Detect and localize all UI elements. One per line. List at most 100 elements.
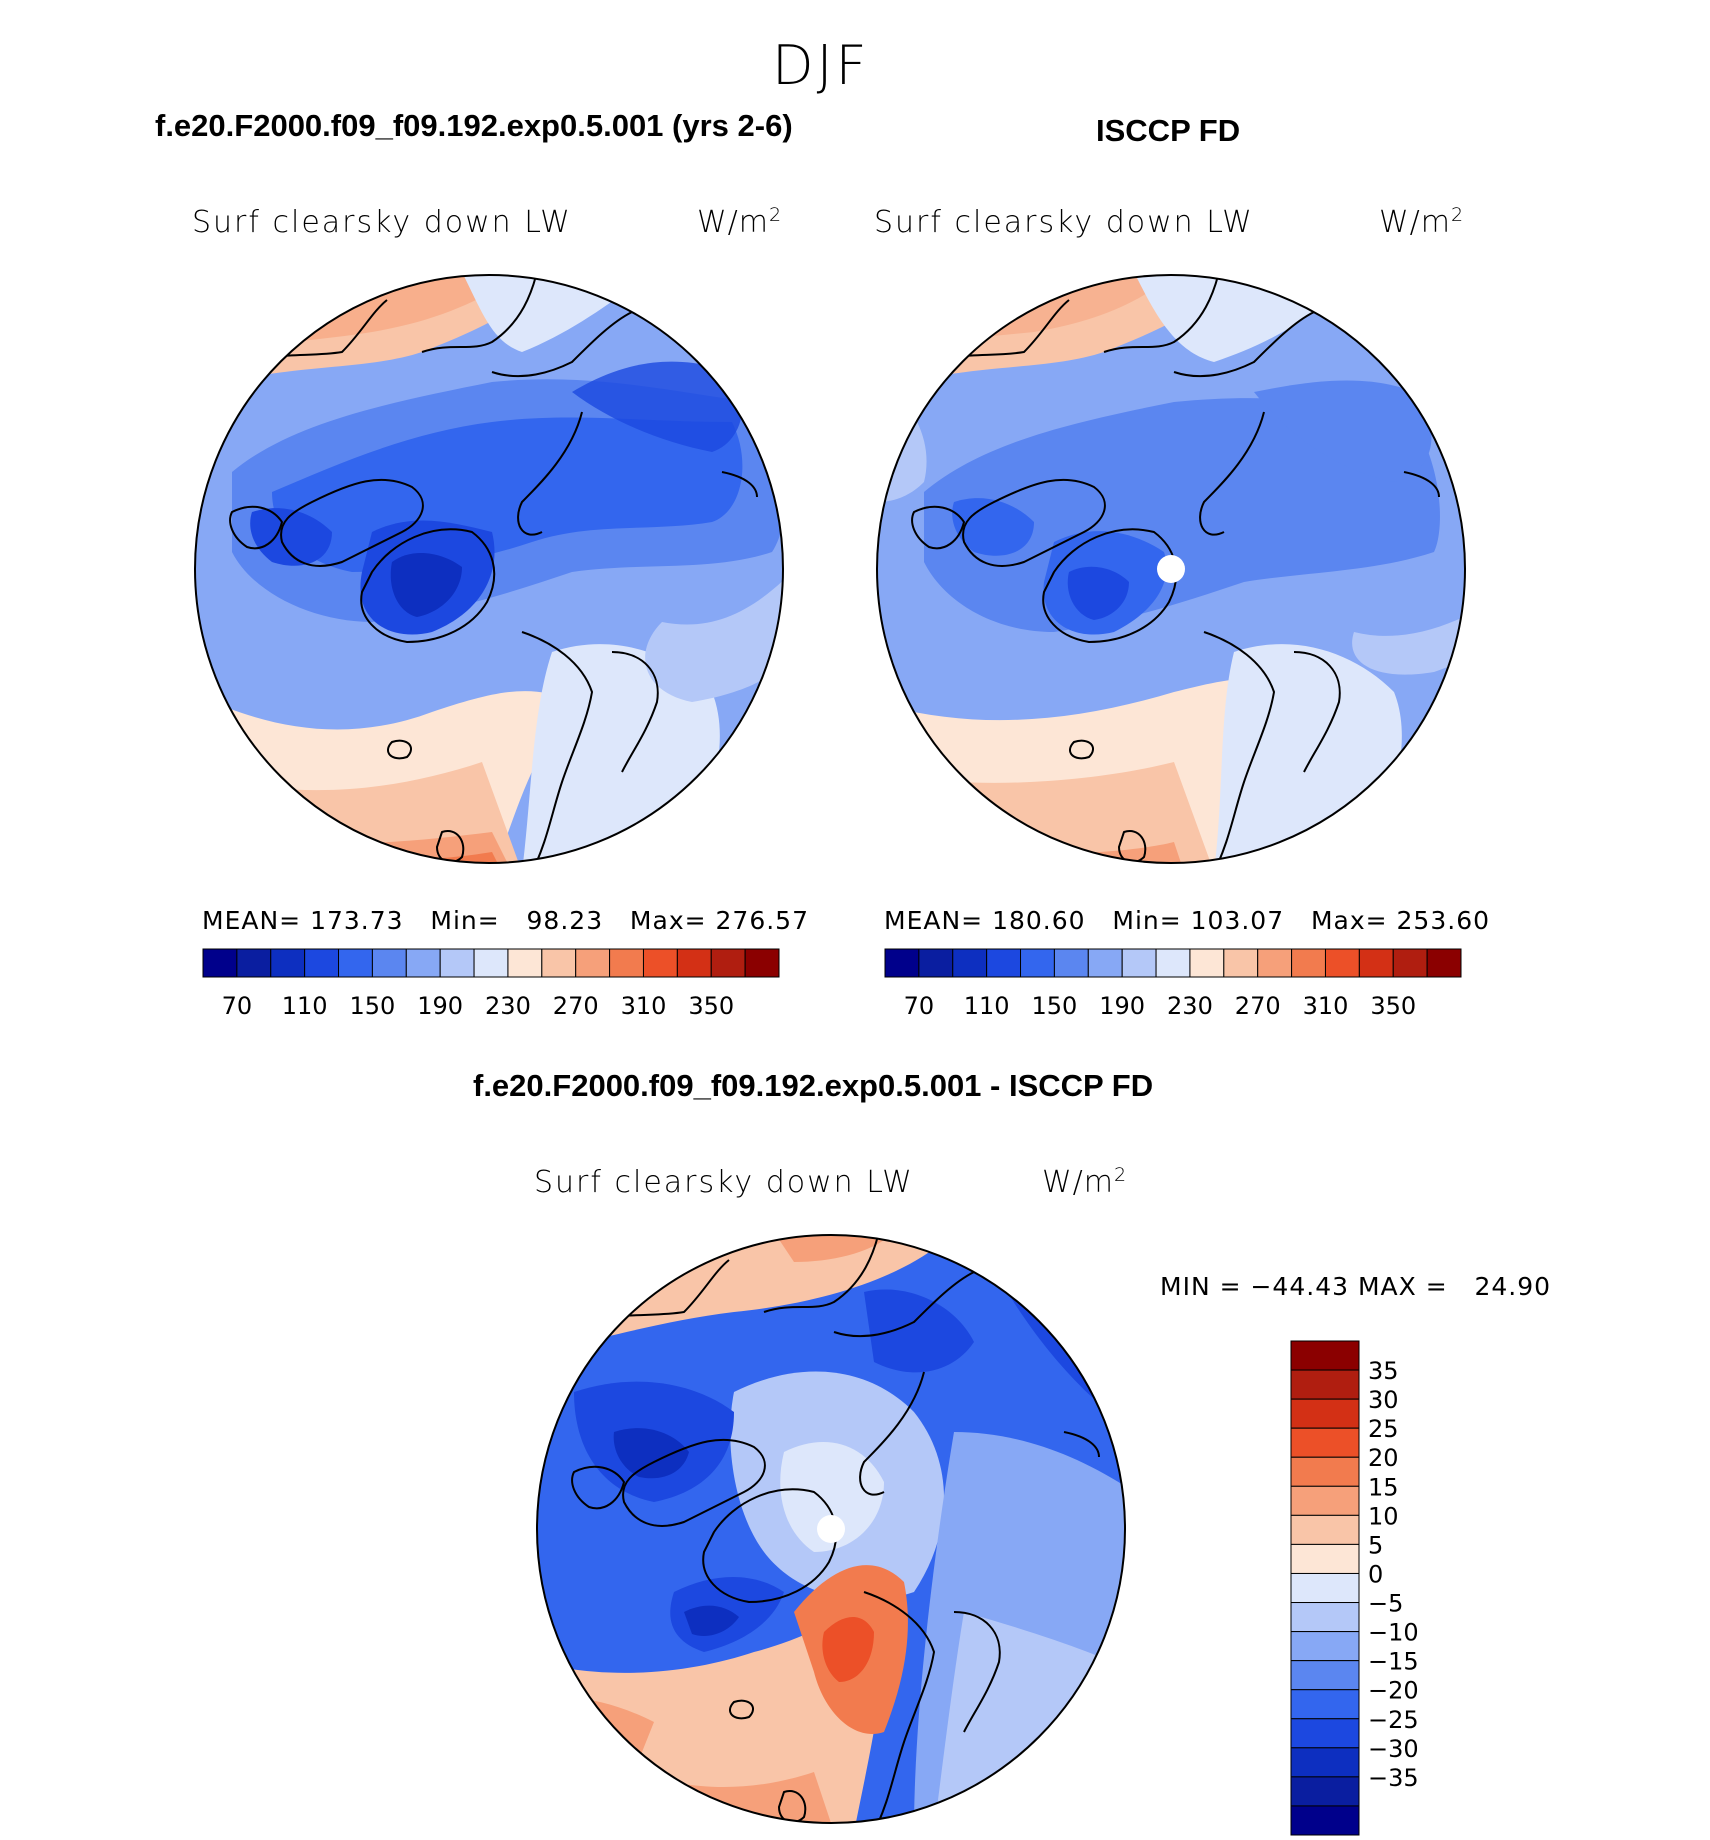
diff-colorbar-swatch (1290, 1427, 1360, 1458)
obs-colorbar-swatch (918, 948, 954, 978)
diff-colorbar-swatch (1290, 1631, 1360, 1662)
obs-colorbar-tick-label: 190 (1099, 992, 1145, 1020)
obs-units-label: W/m2 (1379, 204, 1465, 240)
model-colorbar-swatch (371, 948, 407, 978)
diff-colorbar-tick-label: −10 (1368, 1619, 1419, 1647)
diff-colorbar-swatch (1290, 1689, 1360, 1720)
model-colorbar-swatch (507, 948, 543, 978)
obs-colorbar-tick-label: 230 (1167, 992, 1213, 1020)
obs-colorbar-tick-label: 310 (1303, 992, 1349, 1020)
diff-colorbar-tick-label: −5 (1368, 1590, 1403, 1618)
model-colorbar-swatch (642, 948, 678, 978)
obs-colorbar-swatch (1392, 948, 1428, 978)
obs-panel-title: ISCCP FD (1096, 113, 1241, 148)
model-coastlines (229, 275, 758, 863)
model-colorbar: 70 110 150 190 230 270 310 350 (202, 948, 780, 1020)
obs-colorbar-tick-label: 270 (1235, 992, 1281, 1020)
obs-colorbar-swatch (952, 948, 988, 978)
model-colorbar-swatch (473, 948, 509, 978)
diff-variable-label: Surf clearsky down LW (534, 1165, 914, 1200)
diff-colorbar-swatch (1290, 1747, 1360, 1778)
obs-colorbar-swatch (1257, 948, 1293, 978)
diff-colorbar-tick-label: −25 (1368, 1706, 1419, 1734)
diff-colorbar-tick-label: 0 (1368, 1560, 1383, 1588)
diff-colorbar-swatch (1290, 1369, 1360, 1400)
model-colorbar-tick-label: 70 (222, 992, 253, 1020)
diff-colorbar-tick-label: 5 (1368, 1531, 1383, 1559)
obs-colorbar-tick-label: 110 (964, 992, 1010, 1020)
model-colorbar-swatch (744, 948, 780, 978)
diff-colorbar-swatch (1290, 1776, 1360, 1807)
model-variable-label: Surf clearsky down LW (192, 205, 572, 240)
obs-colorbar-swatch (1087, 948, 1123, 978)
obs-colorbar-swatch (884, 948, 920, 978)
diff-colorbar-swatch (1290, 1543, 1360, 1574)
obs-colorbar: 70 110 150 190 230 270 310 350 (884, 948, 1462, 1020)
diff-colorbar-swatch (1290, 1514, 1360, 1545)
diff-colorbar-tick-label: 10 (1368, 1502, 1399, 1530)
diff-colorbar-swatch (1290, 1485, 1360, 1516)
diff-colorbar-tick-label: −30 (1368, 1735, 1419, 1763)
model-map-field (195, 275, 783, 863)
model-units-label: W/m2 (697, 204, 783, 240)
obs-colorbar-swatch (1155, 948, 1191, 978)
obs-colorbar-swatch (1053, 948, 1089, 978)
obs-missing-pole (1157, 555, 1185, 583)
obs-coastlines (911, 275, 1440, 863)
model-colorbar-swatch (202, 948, 238, 978)
obs-colorbar-tick-label: 150 (1032, 992, 1078, 1020)
diff-colorbar-swatch (1290, 1572, 1360, 1604)
model-stats: MEAN= 173.73 Min= 98.23 Max= 276.57 (202, 906, 809, 935)
diff-units-label: W/m2 (1042, 1164, 1128, 1200)
model-colorbar-tick-label: 110 (282, 992, 328, 1020)
model-colorbar-swatch (338, 948, 373, 978)
diff-colorbar-tick-label: 20 (1368, 1444, 1399, 1472)
diff-panel-title: f.e20.F2000.f09_f09.192.exp0.5.001 - ISC… (473, 1068, 1154, 1103)
obs-colorbar-tick-label: 350 (1370, 992, 1416, 1020)
obs-polar-map (876, 274, 1466, 864)
diff-stats: MIN = −44.43 MAX = 24.90 (1160, 1272, 1552, 1301)
obs-colorbar-swatch (986, 948, 1022, 978)
diff-colorbar-tick-label: 15 (1368, 1473, 1399, 1501)
model-panel-title: f.e20.F2000.f09_f09.192.exp0.5.001 (yrs … (155, 108, 793, 143)
model-colorbar-swatch (405, 948, 441, 978)
diff-colorbar-tick-label: 25 (1368, 1415, 1399, 1443)
obs-colorbar-swatch (1291, 948, 1326, 978)
diff-colorbar-swatch (1290, 1602, 1360, 1633)
diff-colorbar-swatch (1290, 1718, 1360, 1749)
model-colorbar-swatch (439, 948, 475, 978)
model-colorbar-swatch (575, 948, 611, 978)
diff-colorbar-tick-label: −20 (1368, 1677, 1419, 1705)
model-colorbar-swatch (236, 948, 272, 978)
diff-colorbar-swatch (1290, 1398, 1360, 1429)
model-colorbar-tick-label: 270 (553, 992, 599, 1020)
obs-stats: MEAN= 180.60 Min= 103.07 Max= 253.60 (884, 906, 1491, 935)
model-colorbar-tick-label: 310 (621, 992, 667, 1020)
obs-colorbar-swatch (1121, 948, 1157, 978)
diff-colorbar-tick-label: 30 (1368, 1386, 1399, 1414)
diff-colorbar-tick-label: 35 (1368, 1357, 1399, 1385)
model-colorbar-swatch (270, 948, 306, 978)
obs-colorbar-swatch (1020, 948, 1055, 978)
obs-colorbar-tick-label: 70 (904, 992, 935, 1020)
obs-colorbar-swatch (1223, 948, 1259, 978)
model-colorbar-swatch (541, 948, 577, 978)
season-title: DJF (772, 34, 870, 97)
obs-colorbar-swatch (1426, 948, 1462, 978)
obs-colorbar-swatch (1189, 948, 1225, 978)
diff-colorbar-swatch (1290, 1340, 1360, 1371)
obs-colorbar-swatch (1324, 948, 1360, 978)
model-colorbar-tick-label: 350 (688, 992, 734, 1020)
obs-variable-label: Surf clearsky down LW (874, 205, 1254, 240)
obs-colorbar-swatch (1358, 948, 1394, 978)
model-colorbar-swatch (676, 948, 712, 978)
diff-polar-map (536, 1234, 1126, 1824)
model-colorbar-tick-label: 190 (417, 992, 463, 1020)
model-colorbar-swatch (710, 948, 746, 978)
model-colorbar-tick-label: 150 (350, 992, 396, 1020)
diff-missing-pole (817, 1515, 845, 1543)
model-colorbar-tick-label: 230 (485, 992, 531, 1020)
diff-colorbar-tick-label: −35 (1368, 1764, 1419, 1792)
diff-colorbar-swatch (1290, 1456, 1360, 1487)
